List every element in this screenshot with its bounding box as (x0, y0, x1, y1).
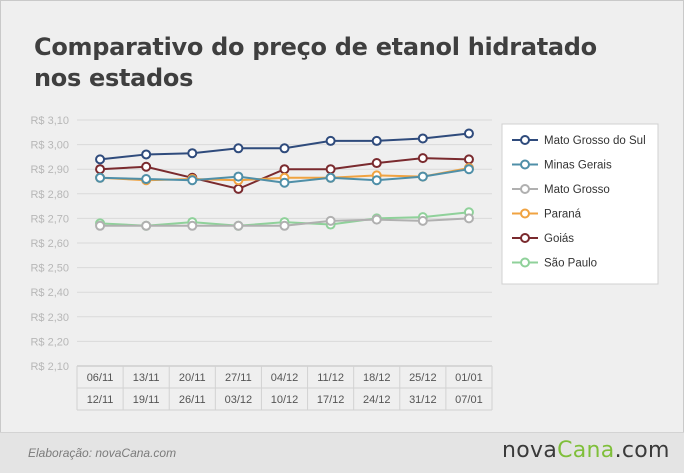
data-point (325, 172, 336, 183)
data-point (279, 220, 290, 231)
legend-marker (520, 184, 530, 194)
data-point (279, 143, 290, 154)
legend-label: Paraná (544, 209, 582, 221)
legend-marker (520, 233, 530, 243)
data-point (463, 128, 474, 139)
credit-text: Elaboração: novaCana.com (28, 446, 177, 460)
y-tick-label: R$ 2,50 (30, 263, 69, 275)
data-point (233, 171, 244, 182)
data-point (95, 164, 106, 175)
data-point (417, 171, 428, 182)
x-tick-label-start: 01/01 (455, 372, 483, 384)
x-tick-label-start: 06/11 (87, 372, 114, 384)
data-point (95, 220, 106, 231)
chart-title: Comparativo do preço de etanol hidratado… (34, 33, 597, 92)
legend-marker (520, 135, 530, 145)
x-tick-label-start: 04/12 (271, 372, 299, 384)
y-tick-label: R$ 2,80 (30, 189, 69, 201)
data-point (141, 220, 152, 231)
data-point (371, 158, 382, 169)
x-tick-label-end: 17/12 (317, 394, 345, 406)
data-point (463, 213, 474, 224)
data-point (417, 153, 428, 164)
data-point (371, 214, 382, 225)
x-tick-label-end: 10/12 (271, 394, 299, 406)
x-tick-label-end: 31/12 (409, 394, 437, 406)
data-point (141, 149, 152, 160)
x-tick-label-end: 12/11 (87, 394, 114, 406)
footer-bar (0, 432, 684, 473)
y-tick-label: R$ 2,90 (30, 164, 69, 176)
data-point (463, 164, 474, 175)
data-point (233, 220, 244, 231)
y-tick-label: R$ 2,10 (30, 361, 69, 373)
y-tick-label: R$ 3,00 (30, 140, 69, 152)
logo-part-3: .com (614, 438, 670, 463)
legend-label: Mato Grosso do Sul (544, 135, 646, 147)
legend-box (501, 123, 659, 285)
legend-label: Mato Grosso (544, 184, 610, 196)
line-chart: R$ 3,10 R$ 3,00 R$ 2,90 R$ 2,80 R$ 2,70 R$ 2,… (30, 115, 659, 411)
data-point (325, 215, 336, 226)
novacana-logo: novaCana.com (502, 438, 670, 463)
legend-label: Minas Gerais (544, 160, 612, 172)
x-tick-label-end: 24/12 (363, 394, 391, 406)
x-tick-label-end: 03/12 (225, 394, 253, 406)
data-point (187, 175, 198, 186)
x-tick-label-start: 18/12 (363, 372, 391, 384)
x-tick-label-start: 25/12 (409, 372, 437, 384)
x-tick-label-start: 11/12 (317, 372, 344, 384)
legend-label: Goiás (544, 233, 574, 245)
data-point (463, 154, 474, 165)
x-tick-label-end: 07/01 (455, 394, 483, 406)
data-point (325, 164, 336, 175)
data-point (371, 175, 382, 186)
data-point (187, 148, 198, 159)
y-tick-label: R$ 2,40 (30, 287, 69, 299)
y-tick-label: R$ 2,20 (30, 336, 69, 348)
x-tick-label-start: 13/11 (133, 372, 160, 384)
data-point (233, 183, 244, 194)
data-point (141, 161, 152, 172)
data-point (279, 164, 290, 175)
data-point (417, 133, 428, 144)
data-point (417, 215, 428, 226)
data-point (187, 220, 198, 231)
data-point (141, 174, 152, 185)
legend-label: São Paulo (544, 258, 597, 270)
logo-part-2: Cana (557, 438, 615, 463)
y-tick-label: R$ 3,10 (30, 115, 69, 127)
legend-marker (520, 208, 530, 219)
data-point (371, 135, 382, 146)
y-tick-label: R$ 2,30 (30, 312, 69, 324)
x-tick-label-end: 26/11 (179, 394, 206, 406)
logo-part-1: nova (502, 438, 558, 463)
data-point (325, 135, 336, 146)
data-point (233, 143, 244, 154)
y-tick-label: R$ 2,70 (30, 213, 69, 225)
data-point (279, 177, 290, 188)
legend-marker (520, 257, 530, 268)
x-tick-label-end: 19/11 (133, 394, 160, 406)
x-tick-label-start: 27/11 (225, 372, 252, 384)
data-point (95, 172, 106, 183)
legend-marker (520, 159, 530, 170)
x-tick-label-start: 20/11 (179, 372, 206, 384)
y-tick-label: R$ 2,60 (30, 238, 69, 250)
data-point (95, 154, 106, 165)
